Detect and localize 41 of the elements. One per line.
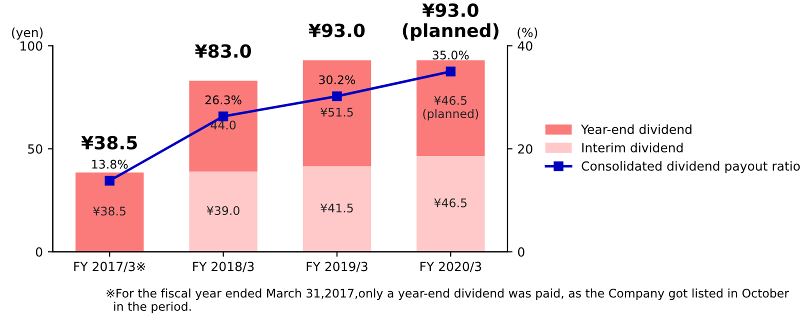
data-label: 30.2% xyxy=(319,75,356,84)
x-tick-label: FY 2020/3 xyxy=(420,262,482,272)
bar xyxy=(416,60,485,156)
data-label: 35.0% xyxy=(432,50,469,60)
legend-label: Interim dividend xyxy=(582,142,683,152)
data-label: ¥41.5 xyxy=(320,204,353,212)
y2-tick-label: 40 xyxy=(518,41,532,51)
point xyxy=(446,66,456,76)
bar xyxy=(189,171,258,252)
total-label: ¥93.0 xyxy=(308,24,365,38)
y-tick-label: 50 xyxy=(28,144,42,154)
x-tick-label: FY 2017/3※ xyxy=(74,262,146,272)
y-tick-label: 0 xyxy=(36,247,42,257)
legend-label: Consolidated dividend payout ratio xyxy=(582,161,800,174)
data-label: ¥46.5 xyxy=(434,198,467,208)
y-tick-label: 100 xyxy=(20,41,42,51)
data-label: ¥51.5 xyxy=(320,108,353,117)
x-tick-label: FY 2018/3 xyxy=(193,262,254,272)
bar xyxy=(302,60,372,166)
point xyxy=(218,111,228,122)
bar xyxy=(302,166,372,252)
legend-label: Year-end dividend xyxy=(581,124,692,134)
total-label: ¥38.5 xyxy=(81,136,137,150)
total-label: ¥83.0 xyxy=(194,44,251,58)
bar xyxy=(189,80,258,172)
y2-axis-title: (%) xyxy=(518,28,538,39)
bar xyxy=(76,172,144,252)
y-axis-title: (yen) xyxy=(12,28,43,40)
y2-tick-label: 20 xyxy=(518,144,532,154)
point xyxy=(104,176,114,186)
data-label: 13.8% xyxy=(92,160,128,169)
data-label: ¥46.5 (planned) xyxy=(423,96,478,120)
x-tick-label: FY 2019/3 xyxy=(306,262,368,272)
text: ※For the fiscal year ended March 31,2017,only a year-end dividend was paid, as the Company got listed in October in the period. xyxy=(106,288,790,314)
data-label: ¥38.5 xyxy=(93,206,126,216)
data-label: ¥39.0 xyxy=(206,206,240,216)
bar xyxy=(416,156,485,252)
y2-tick-label: 0 xyxy=(518,247,524,257)
point xyxy=(332,91,342,102)
data-label: 26.3% xyxy=(205,95,242,104)
total-label: ¥93.0 (planned) xyxy=(402,3,498,41)
